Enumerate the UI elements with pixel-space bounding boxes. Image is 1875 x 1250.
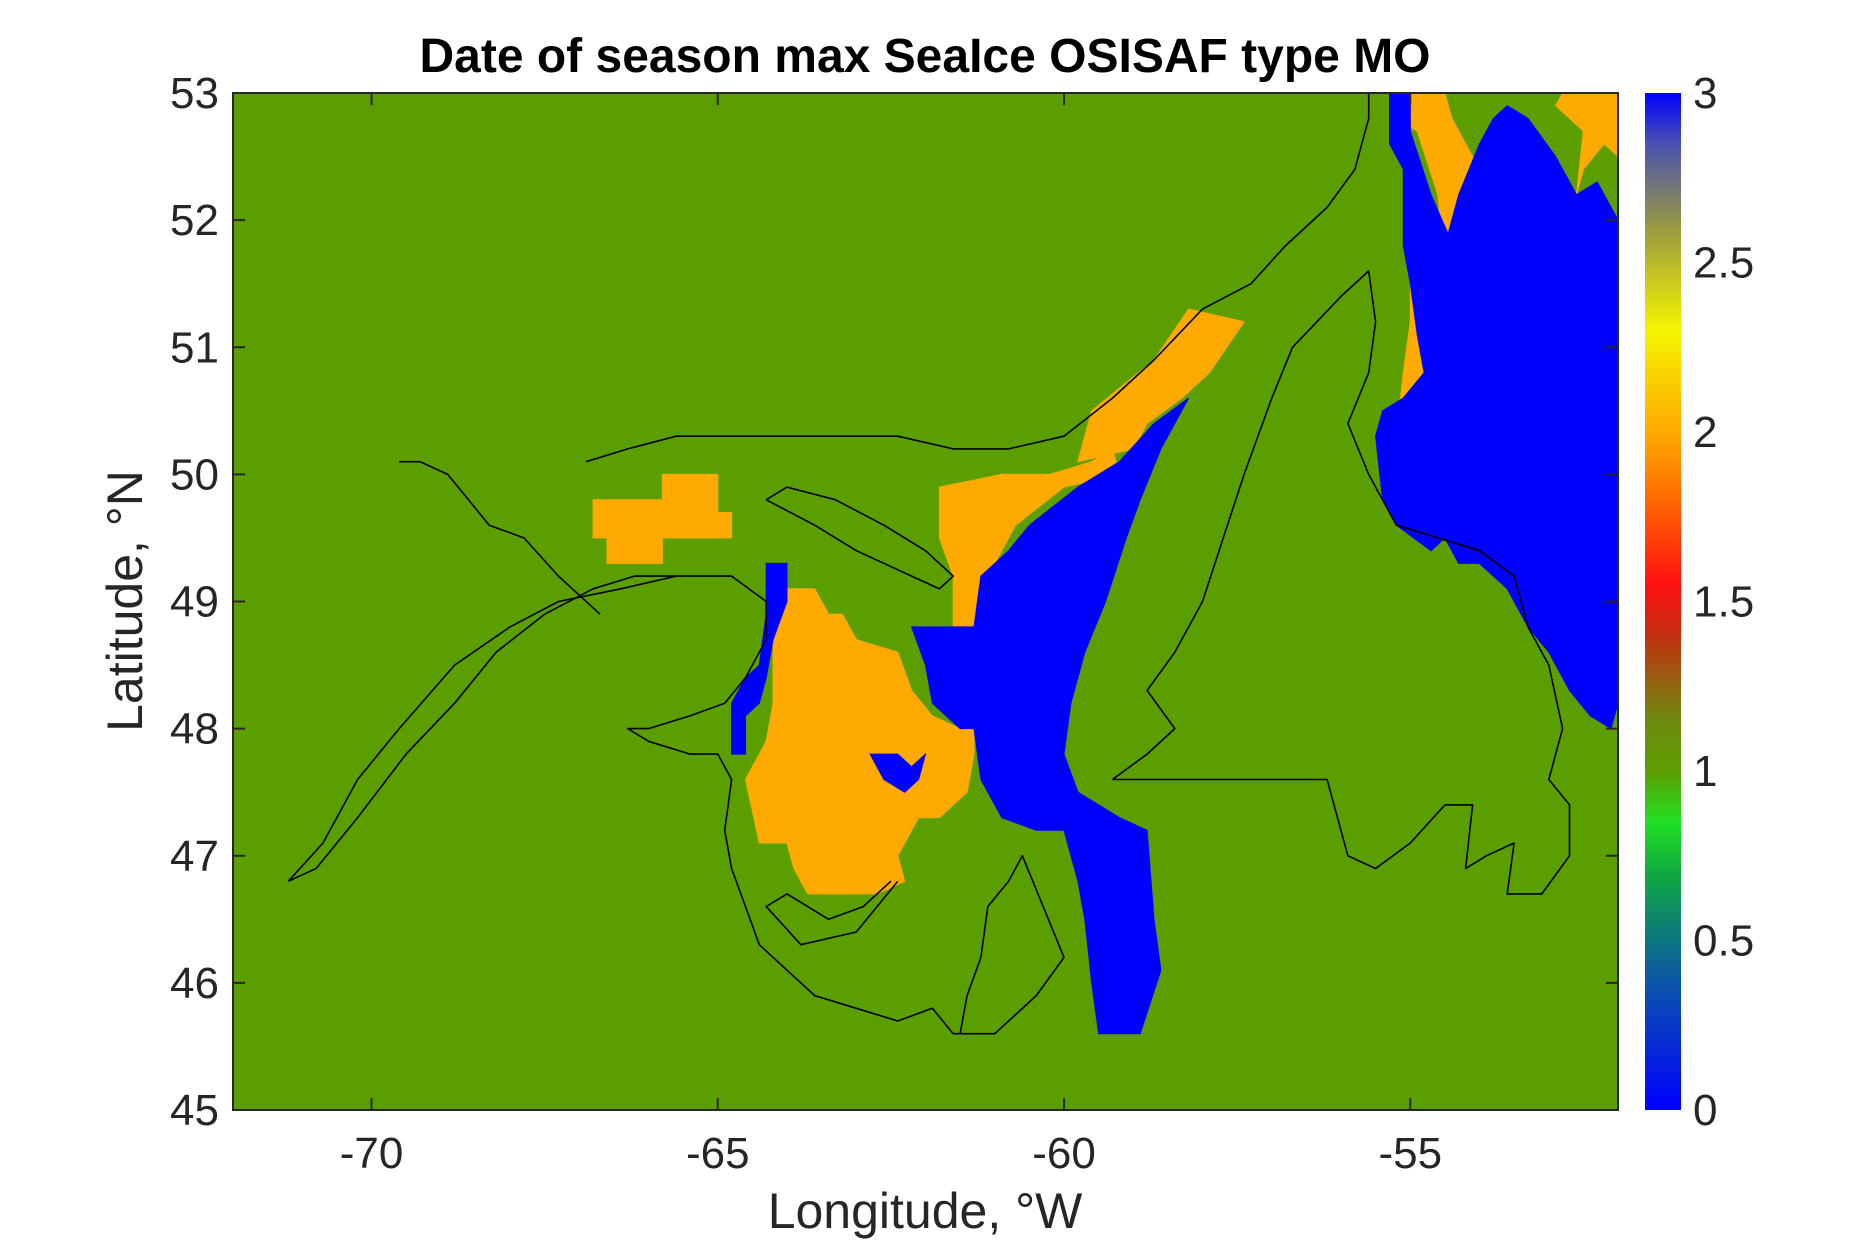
y-tick-label: 50 [170, 450, 219, 499]
colorbar-tick-label: 2.5 [1693, 239, 1754, 288]
y-tick-label: 52 [170, 196, 219, 245]
plot-background [233, 93, 1618, 1110]
y-axis-label: Latitude, °N [97, 470, 153, 732]
region-value-2-10 [1555, 93, 1618, 195]
region-value-2-5 [938, 448, 1121, 641]
x-tick-label: -60 [1032, 1129, 1096, 1178]
colorbar-ticks: 0 0.5 1 1.5 2 2.5 3 [1693, 69, 1754, 1135]
colorbar-tick-label: 0.5 [1693, 917, 1754, 966]
region-value-0-4 [869, 752, 927, 793]
colorbar: 0 0.5 1 1.5 2 2.5 3 [1645, 69, 1754, 1135]
region-value-2-6 [1077, 308, 1245, 463]
y-tick-label: 47 [170, 832, 219, 881]
region-value-0-7 [910, 397, 1190, 1035]
y-tick-label: 45 [170, 1086, 219, 1135]
colorbar-tick-label: 1 [1693, 747, 1717, 796]
coastlines [287, 93, 1571, 1035]
colorbar-tick-label: 2 [1693, 408, 1717, 457]
colorbar-tick-label: 1.5 [1693, 578, 1754, 627]
plot-area: -70 -65 -60 -55 45 46 47 48 49 50 51 52 53 [170, 69, 1619, 1178]
region-value-2-2 [744, 588, 975, 895]
y-tick-label: 51 [170, 323, 219, 372]
y-tick-label: 53 [170, 69, 219, 118]
coastline-4 [585, 93, 1370, 463]
y-tick-label: 48 [170, 705, 219, 754]
coastline-5 [765, 486, 955, 590]
x-axis-label: Longitude, °W [768, 1183, 1083, 1239]
x-tick-label: -65 [686, 1129, 750, 1178]
region-value-2-1 [592, 473, 733, 564]
colorbar-gradient [1645, 93, 1681, 1110]
chart-title: Date of season max SeaIce OSISAF type MO [419, 30, 1430, 83]
y-tick-label: 49 [170, 578, 219, 627]
y-axis-ticks: 45 46 47 48 49 50 51 52 53 [170, 69, 1618, 1135]
y-tick-label: 46 [170, 959, 219, 1008]
region-value-0-11 [1375, 93, 1618, 730]
x-tick-label: -55 [1378, 1129, 1442, 1178]
heatmap-regions [592, 93, 1618, 1035]
colorbar-tick-label: 3 [1693, 69, 1717, 118]
x-tick-label: -70 [340, 1129, 404, 1178]
coastline-3 [399, 460, 601, 615]
coastline-1 [287, 575, 1065, 1035]
x-axis-ticks: -70 -65 -60 -55 [340, 93, 1442, 1178]
coastline-2 [288, 575, 677, 882]
coastline-7 [765, 880, 899, 946]
region-value-0-3 [731, 562, 788, 755]
coastline-6 [1112, 270, 1571, 895]
colorbar-tick-label: 0 [1693, 1086, 1717, 1135]
